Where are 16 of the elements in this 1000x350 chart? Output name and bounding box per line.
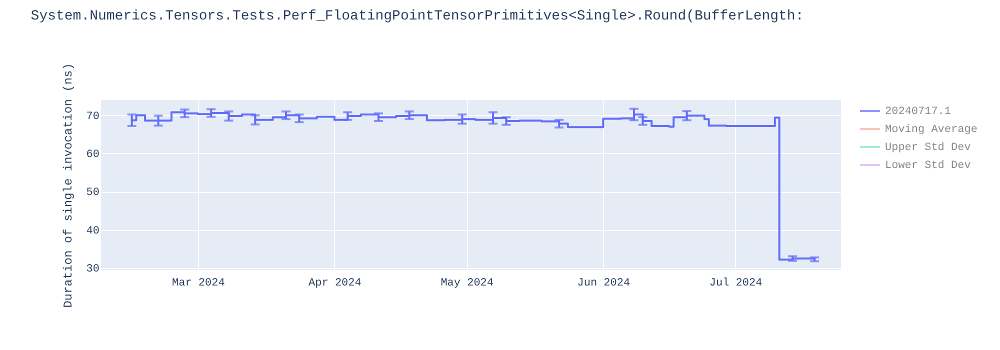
- x-tick-label: Mar 2024: [172, 278, 226, 290]
- y-tick-label: 50: [86, 187, 100, 200]
- legend-label: Lower Std Dev: [885, 160, 972, 172]
- legend-label: Upper Std Dev: [885, 142, 972, 154]
- y-axis-title: Duration of single invocation (ns): [61, 63, 76, 308]
- x-tick-label: Jul 2024: [709, 278, 763, 290]
- x-tick-label: May 2024: [440, 278, 494, 290]
- y-tick-label: 60: [86, 148, 100, 161]
- x-tick-label: Jun 2024: [577, 278, 630, 290]
- legend-label: Moving Average: [885, 124, 978, 136]
- legend-label: 20240717.1: [885, 106, 952, 118]
- chart-title: System.Numerics.Tensors.Tests.Perf_FloatingPointTensorPrimitives<Single>.Round(BufferLength:: [30, 8, 804, 25]
- x-tick-label: Apr 2024: [308, 278, 362, 290]
- y-tick-label: 30: [86, 264, 100, 276]
- y-tick-label: 70: [86, 110, 100, 123]
- y-tick-label: 40: [86, 225, 100, 238]
